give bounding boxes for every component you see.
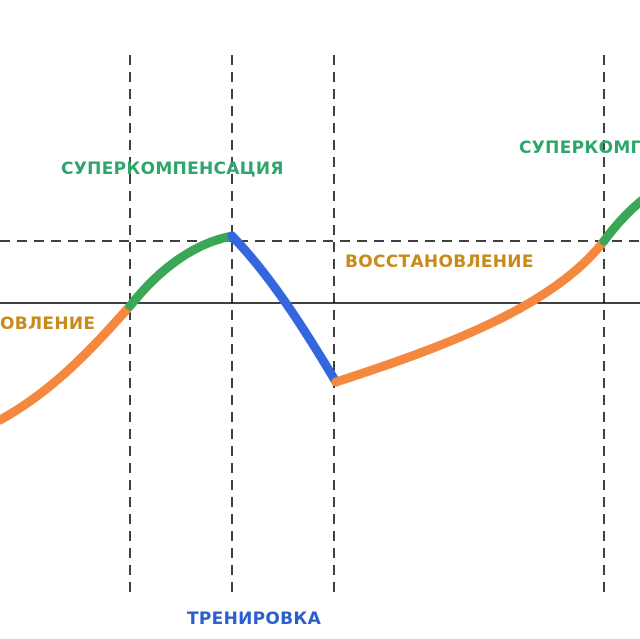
curve-supercompensation-left [125, 231, 237, 311]
curve-supercompensation-right [599, 196, 640, 246]
label-recovery-right: ВОССТАНОВЛЕНИЕ [345, 252, 534, 272]
label-supercompensation-1: СУПЕРКОМПЕНСАЦИЯ [61, 159, 284, 179]
label-supercompensation-2: СУПЕРКОМП [519, 138, 640, 158]
curve-training [227, 231, 341, 387]
curve-recovery-right [331, 236, 609, 387]
curve-recovery-left [0, 301, 135, 425]
label-training: ТРЕНИРОВКА [187, 609, 322, 629]
label-recovery-left: ОВЛЕНИЕ [0, 314, 95, 334]
